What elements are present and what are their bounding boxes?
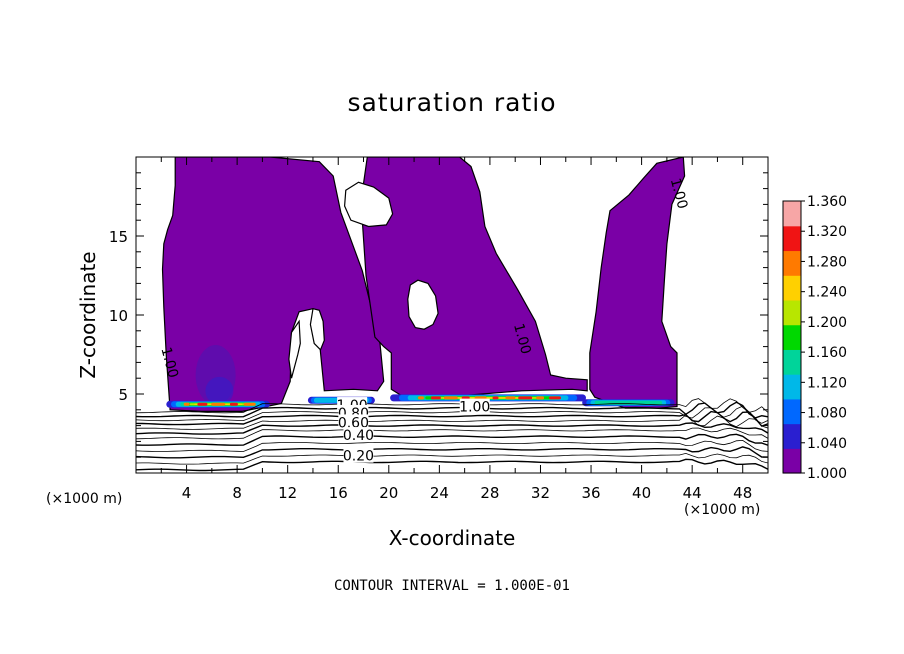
contour-line xyxy=(136,414,768,430)
contour-line xyxy=(136,401,768,419)
contour-interval-note: CONTOUR INTERVAL = 1.000E-01 xyxy=(333,578,570,594)
x-tick-label-44: 44 xyxy=(683,484,702,502)
x-tick-label-8: 8 xyxy=(232,484,242,502)
x-unit-label-right: (×1000 m) xyxy=(684,502,761,518)
supersaturated-region-2 xyxy=(360,157,588,398)
colorbar-segment xyxy=(783,349,801,375)
band-peak xyxy=(443,396,458,400)
contour-line xyxy=(136,427,768,440)
contour-line xyxy=(136,433,768,446)
contour-label-bg xyxy=(343,447,374,463)
x-tick-label-12: 12 xyxy=(278,484,297,502)
supersaturation-band-3 xyxy=(390,394,586,402)
band-peak xyxy=(518,396,533,400)
contour-label-8: 0.40 xyxy=(343,428,374,444)
chart-title: saturation ratio xyxy=(347,88,557,117)
y-tick-label-10: 10 xyxy=(109,307,128,325)
colorbar-segment xyxy=(783,423,801,449)
contour-line xyxy=(136,458,768,472)
colorbar-segment xyxy=(783,275,801,301)
contour-line xyxy=(136,410,768,427)
y-axis-ticks: 5 10 15 xyxy=(109,172,768,458)
band-peak xyxy=(430,396,441,400)
x-tick-label-4: 4 xyxy=(182,484,192,502)
contour-line xyxy=(136,405,768,424)
x-axis-label: X-coordinate xyxy=(388,526,516,550)
y-tick-label-5: 5 xyxy=(118,386,128,404)
colorbar-label-8: 1.320 xyxy=(807,224,847,240)
contour-line xyxy=(136,398,768,414)
y-tick-label-15: 15 xyxy=(109,228,128,246)
contour-line xyxy=(136,452,768,465)
colorbar-label-9: 1.360 xyxy=(807,194,847,210)
x-unit-label-left: (×1000 m) xyxy=(46,491,123,507)
x-tick-label-48: 48 xyxy=(733,484,752,502)
x-tick-label-20: 20 xyxy=(379,484,398,502)
colorbar-segment xyxy=(783,225,801,252)
unsaturated-hole-3 xyxy=(309,307,325,351)
contour-line xyxy=(136,439,768,452)
colorbar-segment xyxy=(783,299,801,326)
colorbar-label-5: 1.200 xyxy=(807,315,847,331)
colorbar-segment xyxy=(783,250,801,276)
unsaturated-hole-1 xyxy=(343,181,394,228)
unsaturated-hole-2 xyxy=(407,279,439,330)
contour-label-bg xyxy=(338,414,369,430)
contour-line xyxy=(136,422,768,435)
colorbar-segment xyxy=(783,324,801,350)
supersaturated-region-3 xyxy=(589,157,686,409)
x-tick-label-16: 16 xyxy=(329,484,348,502)
contour-lines xyxy=(136,398,768,472)
colorbar-label-1: 1.040 xyxy=(807,436,847,452)
x-tick-label-28: 28 xyxy=(480,484,499,502)
contour-label-3: 1.00 xyxy=(667,176,691,210)
contour-label-bg xyxy=(343,427,374,443)
unsaturated-hole-4 xyxy=(288,319,301,379)
colorbar: 1.000 1.040 1.080 1.120 1.160 1.200 1.240 1.280… xyxy=(782,194,847,482)
plume-shading-core xyxy=(205,376,234,405)
colorbar-label-6: 1.240 xyxy=(807,285,847,301)
colorbar-segment xyxy=(783,374,801,400)
contour-label-bg xyxy=(459,398,490,414)
band-peak xyxy=(505,396,516,400)
x-tick-label-36: 36 xyxy=(581,484,600,502)
x-axis-ticks: 4 8 12 16 20 24 28 32 36 40 44 48 xyxy=(160,157,752,502)
colorbar-label-2: 1.080 xyxy=(807,406,847,422)
supersaturation-band-1 xyxy=(166,400,270,408)
band-peak xyxy=(197,402,208,406)
x-tick-label-32: 32 xyxy=(531,484,550,502)
contour-label-2: 1.00 xyxy=(510,322,534,356)
saturation-field xyxy=(161,157,686,412)
band-peak xyxy=(229,402,238,406)
band-peak xyxy=(243,402,256,406)
colorbar-segment xyxy=(783,448,801,474)
colorbar-label-0: 1.000 xyxy=(807,466,847,482)
colorbar-frame xyxy=(782,200,802,474)
colorbar-segment xyxy=(783,201,801,227)
x-tick-label-24: 24 xyxy=(430,484,449,502)
contour-label-4: 1.00 xyxy=(459,400,490,416)
colorbar-label-7: 1.280 xyxy=(807,254,847,270)
y-axis-label: Z-coordinate xyxy=(76,251,100,379)
x-tick-label-40: 40 xyxy=(632,484,651,502)
band-peak xyxy=(211,402,226,406)
contour-label-1: 1.00 xyxy=(157,346,181,380)
band-peak xyxy=(549,396,561,400)
band-peak xyxy=(536,396,545,400)
band-peak xyxy=(492,396,499,400)
band-peak xyxy=(418,396,424,400)
contour-line xyxy=(136,446,768,459)
contour-labels: 1.001.001.001.001.000.800.600.400.20 xyxy=(157,176,691,465)
contour-label-9: 0.20 xyxy=(343,449,374,465)
colorbar-label-3: 1.120 xyxy=(807,375,847,391)
colorbar-label-4: 1.160 xyxy=(807,345,847,361)
colorbar-segment xyxy=(783,398,801,425)
band-peak xyxy=(183,402,190,406)
